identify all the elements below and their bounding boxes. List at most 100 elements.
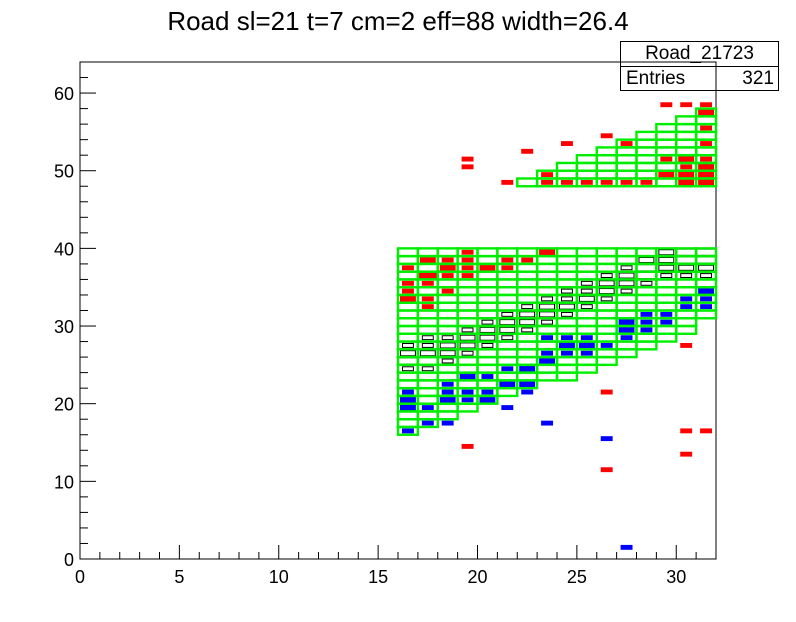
red-hit-marker [698,171,715,178]
road-cell [496,247,519,258]
road-cell [595,146,618,157]
red-hit-marker [700,102,713,108]
red-hit-marker [501,257,514,263]
black-hit-box [461,327,474,333]
y-tick-label: 60 [54,84,74,104]
road-cell [635,247,658,258]
black-hit-box [678,264,695,271]
road-cell [416,247,439,258]
x-tick-label: 25 [567,567,587,587]
red-hit-marker [600,133,613,139]
black-hit-box [620,265,633,271]
red-hit-marker [680,451,693,457]
blue-hit-marker [481,389,494,395]
blue-hit-marker [539,357,556,365]
blue-hit-marker [499,381,516,388]
black-hit-box [560,288,573,294]
red-hit-marker [401,265,414,271]
road-cell [694,247,718,258]
black-hit-box [401,343,414,348]
blue-hit-marker [578,342,595,349]
red-hit-marker [678,179,695,186]
black-hit-box [698,264,715,271]
red-hit-marker [698,109,715,116]
blue-hit-marker [541,335,554,341]
red-hit-marker [521,257,534,263]
stats-entries-value: 321 [742,68,774,89]
black-hit-box [521,304,534,310]
red-hit-marker [580,179,593,185]
red-hit-marker [680,343,693,348]
black-hit-box [658,256,675,264]
blue-hit-marker [680,304,693,310]
red-hit-marker [461,156,474,162]
blue-hit-marker [640,319,653,325]
black-hit-box [439,342,456,349]
x-tick-label: 5 [174,567,184,587]
black-hit-box [658,264,675,271]
road-cell [635,130,658,141]
y-tick-label: 50 [54,162,74,182]
red-hit-marker [680,102,693,108]
black-hit-box [578,295,595,302]
blue-hit-marker [421,405,434,411]
black-hit-box [481,319,494,325]
blue-hit-marker [640,311,653,317]
blue-hit-marker [461,397,474,403]
x-tick-label: 15 [368,567,388,587]
blue-hit-marker [620,544,633,550]
red-hit-marker [501,179,514,185]
red-hit-marker [461,443,474,449]
black-hit-box [421,366,434,372]
red-hit-marker [560,179,573,185]
red-hit-marker [541,172,554,178]
black-hit-box [419,350,436,357]
black-hit-box [558,303,575,310]
red-hit-marker [620,179,633,185]
blue-hit-marker [479,396,496,403]
red-hit-marker [441,288,454,294]
black-hit-box [401,366,414,372]
black-hit-box [580,304,593,310]
red-hit-marker [439,264,456,271]
blue-hit-marker [700,296,713,302]
stats-entries-label: Entries [626,68,686,89]
red-hit-marker [660,156,673,162]
blue-hit-marker [541,420,554,426]
black-hit-box [421,335,434,341]
red-hit-marker [479,264,496,271]
blue-hit-marker [541,350,554,356]
red-hit-marker [698,163,715,170]
blue-hit-marker [558,342,575,349]
blue-hit-marker [399,404,416,411]
red-hit-marker [700,141,713,146]
red-hit-marker [541,179,554,185]
black-hit-box [481,343,494,348]
x-tick-label: 20 [467,567,487,587]
blue-hit-marker [421,420,434,426]
red-hit-marker [461,249,474,255]
blue-hit-marker [680,296,693,302]
red-hit-marker [700,428,713,434]
black-hit-box [600,273,613,278]
red-hit-marker [539,249,556,256]
blue-hit-marker [580,335,593,341]
black-hit-box [696,256,717,264]
blue-hit-marker [519,365,536,372]
red-hit-marker [700,125,713,131]
black-hit-box [618,280,635,287]
red-hit-marker [600,467,613,473]
y-tick-label: 0 [64,550,74,570]
red-hit-marker [461,273,474,278]
black-hit-box [636,271,657,280]
road-cell [575,247,598,258]
red-hit-marker [501,265,514,271]
stats-entries-row: Entries 321 [621,67,778,91]
red-hit-marker [419,256,436,264]
road-cell [476,247,499,258]
black-hit-box [541,319,554,325]
red-hit-marker [461,257,474,263]
road-cell [436,247,459,258]
black-hit-box [636,264,657,272]
